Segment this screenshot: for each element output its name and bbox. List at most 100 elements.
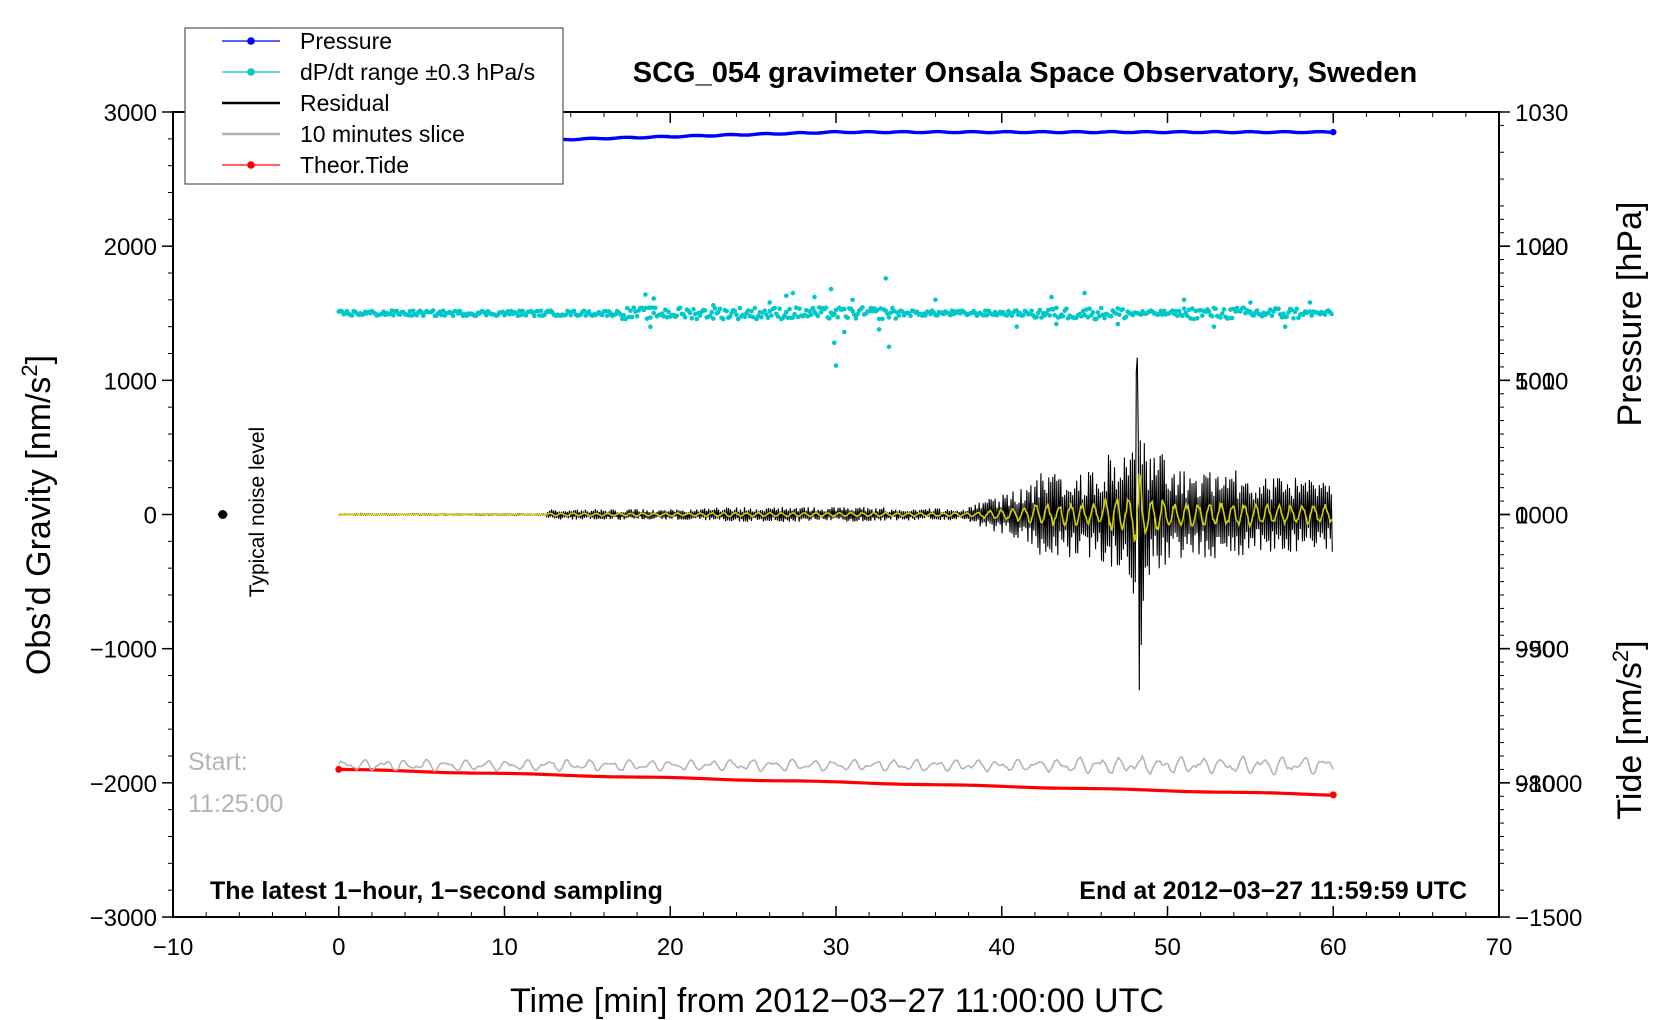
dpdt-point [900, 309, 905, 314]
dpdt-point [734, 312, 739, 318]
y-axis-left-title: Obs’d Gravity [nm/s2] [17, 355, 58, 675]
dpdt-point [563, 312, 569, 318]
tide-start-point [335, 765, 343, 773]
dpdt-outlier-point [832, 340, 837, 346]
dpdt-outlier-point [842, 329, 847, 335]
dpdt-point [742, 314, 748, 320]
legend-dpdt-dot [247, 68, 255, 76]
dpdt-point [1195, 316, 1200, 321]
dpdt-point [1241, 305, 1246, 311]
dpdt-point [1229, 315, 1235, 321]
dpdt-outlier-point [1115, 321, 1121, 327]
pressure-tick-label: 1010 [1515, 368, 1568, 395]
dpdt-point [896, 313, 902, 318]
dpdt-outlier-point [1307, 300, 1313, 305]
dpdt-point [717, 306, 723, 312]
dpdt-point [1161, 308, 1167, 314]
dpdt-point [1037, 307, 1043, 313]
dpdt-point [792, 311, 797, 317]
dpdt-point [1185, 313, 1190, 319]
dpdt-point [1120, 307, 1125, 312]
dpdt-point [1093, 316, 1099, 322]
chart-title: SCG_054 gravimeter Onsala Space Observat… [633, 57, 1417, 89]
dpdt-point [981, 313, 986, 318]
dpdt-point [1123, 314, 1129, 320]
dpdt-point [808, 312, 814, 318]
dpdt-point [629, 314, 635, 320]
dpdt-point [1173, 308, 1179, 314]
dpdt-point [626, 314, 632, 320]
dpdt-point [648, 315, 653, 320]
x-axis-title: Time [min] from 2012−03−27 11:00:00 UTC [510, 982, 1164, 1020]
dpdt-point [1276, 306, 1281, 312]
y-tick-label: 0 [144, 503, 157, 530]
dpdt-point [532, 313, 537, 319]
dpdt-point [1200, 313, 1205, 318]
tide-tick-label: 500 [1515, 368, 1555, 395]
dpdt-point [785, 315, 791, 321]
dpdt-outlier-point [850, 297, 855, 303]
dpdt-point [732, 308, 738, 314]
dpdt-point [1286, 310, 1291, 315]
x-tick-label: 70 [1486, 934, 1513, 961]
dpdt-outlier-point [812, 294, 817, 300]
dpdt-point [1160, 312, 1165, 317]
dpdt-point [735, 316, 741, 322]
dpdt-point [880, 316, 885, 322]
dpdt-point [1329, 311, 1334, 317]
dpdt-point [923, 313, 928, 318]
series-layer [217, 128, 1337, 799]
legend-pressure-dot [247, 37, 255, 45]
y-tick-label: −1000 [90, 637, 157, 664]
dpdt-point [440, 308, 446, 314]
dpdt-point [1021, 312, 1026, 318]
dpdt-point [391, 312, 396, 318]
dpdt-point [815, 313, 821, 319]
axis-layer: −10 0 10 20 30 40 50 60 703000200010000−1000−200… [90, 100, 1583, 961]
dpdt-point [1029, 308, 1034, 314]
dpdt-outlier-point [883, 276, 888, 281]
dpdt-point [842, 306, 847, 312]
dpdt-point [430, 308, 436, 313]
dpdt-point [621, 312, 627, 318]
slice-series [338, 754, 1334, 776]
sampling-note: The latest 1−hour, 1−second sampling [210, 877, 663, 905]
dpdt-point [687, 310, 693, 316]
dpdt-point [984, 312, 990, 318]
dpdt-point [689, 315, 695, 321]
dpdt-outlier-point [833, 363, 839, 368]
tide-tick-label: −1000 [1515, 771, 1582, 798]
x-tick-label: 0 [332, 934, 345, 961]
dpdt-point [1226, 315, 1232, 321]
dpdt-point [832, 311, 837, 317]
dpdt-point [1294, 306, 1300, 312]
dpdt-outlier-point [828, 286, 834, 292]
dpdt-point [619, 316, 625, 322]
dpdt-point [721, 316, 726, 322]
dpdt-point [568, 312, 574, 318]
pressure-tick-label: 1030 [1515, 100, 1568, 127]
dpdt-point [908, 313, 913, 319]
legend-dpdt-label: dP/dt range ±0.3 hPa/s [300, 59, 535, 85]
noise-marker-dot [218, 510, 228, 519]
dpdt-point [702, 308, 708, 313]
dpdt-point [790, 315, 796, 320]
dpdt-point [784, 309, 789, 315]
legend-pressure-label: Pressure [300, 28, 392, 54]
dpdt-point [677, 305, 683, 311]
dpdt-point [600, 312, 605, 318]
start-label: Start: [188, 748, 248, 776]
dpdt-point [523, 313, 529, 318]
dpdt-outlier-point [1082, 290, 1087, 296]
dpdt-point [1047, 313, 1053, 318]
dpdt-point [775, 314, 781, 319]
dpdt-point [1064, 306, 1069, 312]
end-time-note: End at 2012−03−27 11:59:59 UTC [1079, 877, 1467, 905]
dpdt-point [349, 313, 355, 318]
dpdt-point [823, 305, 829, 311]
dpdt-point [711, 316, 716, 321]
pressure-end-point [1330, 128, 1337, 136]
dpdt-point [1034, 314, 1039, 320]
dpdt-point [769, 313, 774, 318]
